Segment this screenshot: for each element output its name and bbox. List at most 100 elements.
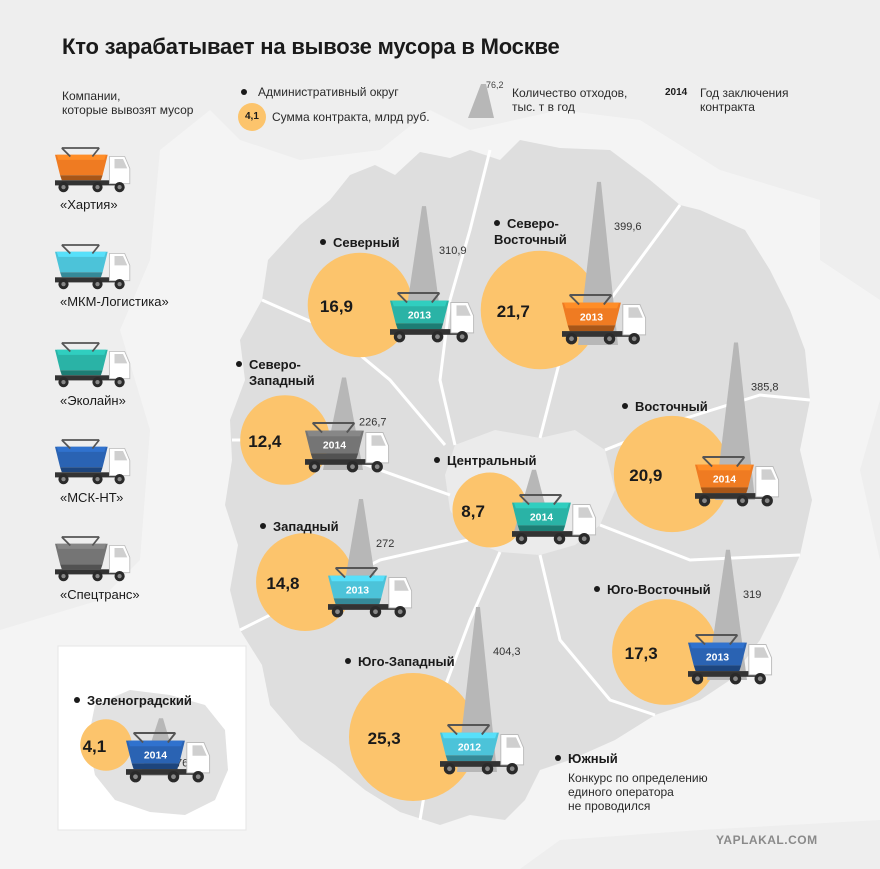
truck-bin-rim <box>689 642 745 649</box>
truck-hub <box>557 536 562 542</box>
truck-arm <box>91 536 100 547</box>
truck-hub <box>61 573 66 579</box>
truck-bin-base <box>60 370 103 376</box>
district-uzhny-name: Южный <box>568 751 618 766</box>
waste-cone-uz <box>457 607 497 772</box>
district-dot <box>74 697 80 703</box>
truck-window <box>506 737 521 748</box>
truck-chassis <box>55 569 123 575</box>
truck-hub <box>631 336 637 342</box>
truck-arm <box>61 439 71 450</box>
truck-hub <box>312 464 317 470</box>
waste-value-uz: 404,3 <box>493 646 521 658</box>
truck-arm <box>61 342 71 353</box>
truck-hub <box>61 281 66 287</box>
legend-sum-sample: 4,1 <box>245 111 259 122</box>
truck-bin-rim <box>441 732 497 739</box>
company-label-mkm: «МКМ-Логистика» <box>60 294 169 309</box>
truck-sz: 2014 <box>305 422 390 473</box>
district-dot <box>622 403 628 409</box>
waste-value-severny: 310,9 <box>439 245 467 257</box>
truck-chassis <box>55 472 123 478</box>
truck-bin-rim <box>56 349 106 355</box>
truck-uv: 2013 <box>688 634 773 685</box>
truck-arm <box>346 422 356 434</box>
truck-chassis <box>328 604 404 610</box>
truck-window <box>114 451 128 461</box>
truck-hub <box>447 766 452 772</box>
truck-hub <box>485 766 490 772</box>
truck-bin-rim <box>56 446 106 452</box>
truck-window <box>371 435 386 446</box>
truck-zapadny: 2013 <box>328 567 413 618</box>
truck-hub <box>95 476 100 482</box>
waste-value-uv: 319 <box>743 589 761 601</box>
truck-year: 2014 <box>713 475 736 486</box>
truck-bin-rim <box>513 502 569 509</box>
legend-waste-label: Количество отходов, тыс. т в год <box>512 86 627 114</box>
legend-companies-line1: Компании, <box>62 89 121 103</box>
truck-chassis <box>305 459 381 465</box>
truck-window <box>114 354 128 364</box>
district-uzhny-note: Конкурс по определению единого оператора… <box>568 771 708 813</box>
truck-chassis <box>440 761 516 767</box>
truck-chassis <box>512 531 588 537</box>
truck-arm <box>334 567 346 579</box>
district-centralny-name: Центральный <box>447 453 537 468</box>
legend-sum-circle <box>238 103 266 131</box>
truck-vostochny: 2014 <box>695 456 780 507</box>
truck-bin <box>512 502 571 526</box>
truck-bin-rim <box>329 575 385 582</box>
truck-arm <box>91 147 100 158</box>
legend-waste-line1: Количество отходов, <box>512 86 628 100</box>
truck-hub <box>350 464 355 470</box>
truck-arm <box>729 634 739 646</box>
district-vostochny-name: Восточный <box>635 399 708 414</box>
district-uz-name: Юго-Западный <box>358 654 455 669</box>
truck-bin-rim <box>56 543 106 549</box>
district-severny-name: Северный <box>333 235 400 250</box>
sum-value-vostochny: 20,9 <box>629 466 662 485</box>
district-uzhny: Южный <box>555 751 618 767</box>
truck-bin <box>55 154 108 176</box>
truck-hub <box>569 336 574 342</box>
truck-bin-rim <box>696 464 752 471</box>
truck-chassis <box>695 493 771 499</box>
company-label-msk-nt: «МСК-НТ» <box>60 490 124 505</box>
truck-arm <box>701 456 713 468</box>
truck-arm <box>446 724 458 736</box>
truck-arm <box>694 634 706 646</box>
truck-chassis <box>55 180 123 186</box>
sum-value-sz: 12,4 <box>248 432 282 451</box>
page-title: Кто зарабатывает на вывозе мусора в Моск… <box>62 34 560 59</box>
truck-chassis <box>55 375 123 381</box>
truck-hub <box>702 498 707 504</box>
truck-bin <box>55 543 108 565</box>
sum-value-zel: 4,1 <box>83 737 107 756</box>
truck-bin-base <box>60 272 103 278</box>
truck-window <box>761 469 776 480</box>
legend-year-line2: контракта <box>700 100 755 114</box>
truck-year: 2013 <box>706 653 729 664</box>
uzhny-note-line3: не проводился <box>568 799 651 813</box>
sum-circle-severny <box>307 252 413 358</box>
legend-companies: Компании, которые вывозят мусор <box>62 89 193 117</box>
legend-district-dot <box>241 89 247 95</box>
district-dot <box>555 755 561 761</box>
truck-window <box>192 745 207 756</box>
truck-hub <box>117 379 122 385</box>
truck-hub <box>764 498 770 504</box>
district-sz-name-1: Северо- <box>249 357 301 372</box>
district-dot <box>434 457 440 463</box>
waste-value-sv: 399,6 <box>614 221 642 233</box>
truck-arm <box>311 422 323 434</box>
truck-hub <box>117 573 122 579</box>
truck-hub <box>61 184 66 190</box>
truck-bin <box>562 302 621 326</box>
truck-hub <box>397 334 402 340</box>
truck-hub <box>373 609 378 615</box>
truck-bin-base <box>445 755 494 762</box>
district-centralny: Центральный <box>434 453 536 469</box>
truck-year: 2014 <box>530 513 553 524</box>
district-zapadny-name: Западный <box>273 519 339 534</box>
